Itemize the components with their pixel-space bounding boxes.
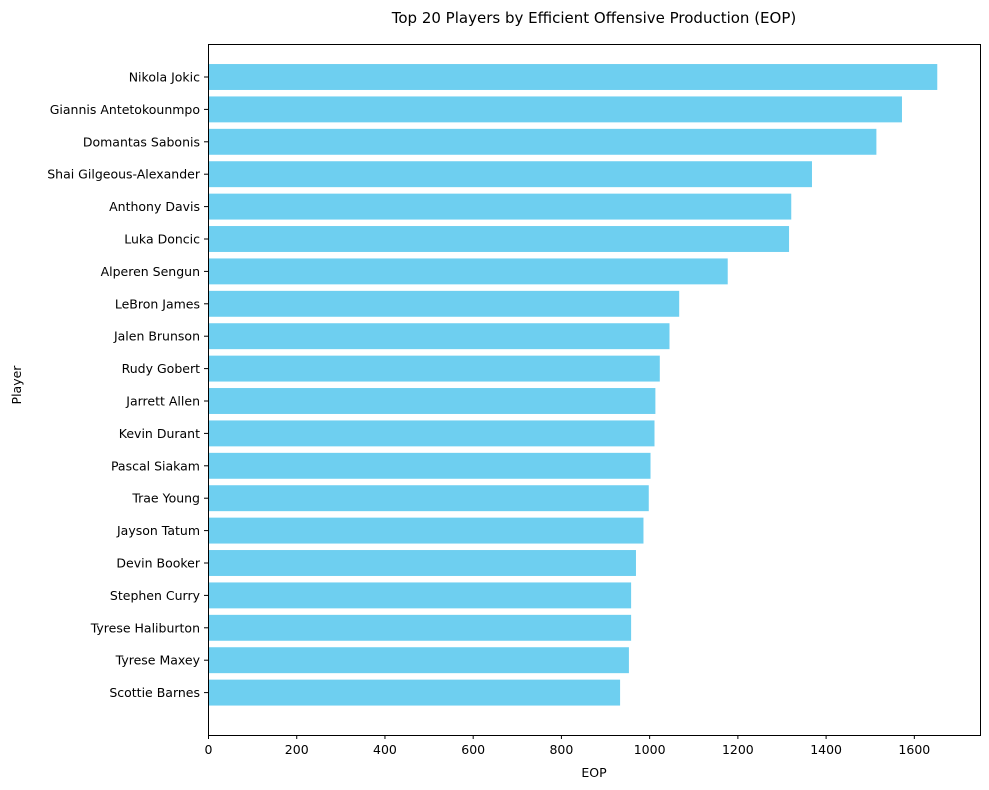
x-axis-title: EOP bbox=[581, 765, 607, 780]
bar bbox=[208, 420, 655, 447]
bar bbox=[208, 582, 632, 609]
y-tick-label: Jarrett Allen bbox=[125, 394, 200, 409]
y-tick-label: Scottie Barnes bbox=[109, 685, 200, 700]
bar bbox=[208, 128, 877, 155]
bar bbox=[208, 485, 649, 512]
bar bbox=[208, 614, 632, 641]
y-tick-label: LeBron James bbox=[115, 296, 200, 311]
bar bbox=[208, 388, 656, 414]
y-tick-label: Kevin Durant bbox=[119, 426, 200, 441]
bar bbox=[208, 226, 790, 252]
x-axis-ticks: 0 200 400 600 800 1000 1200 1400 1600 bbox=[205, 735, 930, 757]
y-tick-label: Tyrese Maxey bbox=[115, 653, 201, 668]
y-tick-label: Anthony Davis bbox=[109, 199, 200, 214]
y-tick-label: Luka Doncic bbox=[124, 232, 200, 247]
y-tick-label: Rudy Gobert bbox=[122, 361, 200, 376]
y-tick-label: Nikola Jokic bbox=[129, 70, 200, 85]
y-tick-label: Jalen Brunson bbox=[113, 329, 200, 344]
bar bbox=[208, 550, 636, 576]
bar bbox=[208, 452, 651, 479]
y-axis-title: Player bbox=[9, 365, 24, 405]
y-tick-label: Stephen Curry bbox=[110, 588, 201, 603]
y-tick-label: Tyrese Haliburton bbox=[90, 620, 200, 635]
bar bbox=[208, 323, 670, 350]
bar bbox=[208, 258, 728, 285]
bar bbox=[208, 193, 792, 220]
x-tick-label: 800 bbox=[549, 742, 573, 757]
x-tick-label: 1400 bbox=[810, 742, 842, 757]
bar bbox=[208, 355, 660, 382]
y-tick-label: Devin Booker bbox=[116, 556, 200, 571]
bar bbox=[208, 290, 680, 317]
plot-frame bbox=[208, 44, 981, 736]
bar bbox=[208, 647, 629, 674]
x-tick-label: 400 bbox=[373, 742, 397, 757]
y-tick-label: Pascal Siakam bbox=[111, 458, 200, 473]
x-tick-label: 1200 bbox=[722, 742, 754, 757]
y-tick-label: Domantas Sabonis bbox=[83, 134, 200, 149]
x-tick-label: 1600 bbox=[898, 742, 930, 757]
y-tick-label: Shai Gilgeous-Alexander bbox=[47, 167, 201, 182]
bar bbox=[208, 161, 812, 188]
y-axis-ticks: Nikola Jokic Giannis Antetokounmpo Domanta… bbox=[47, 70, 208, 700]
bars-group bbox=[208, 64, 938, 706]
x-tick-label: 600 bbox=[461, 742, 485, 757]
bar bbox=[208, 679, 621, 706]
y-tick-label: Jayson Tatum bbox=[116, 523, 200, 538]
chart-title: Top 20 Players by Efficient Offensive Pr… bbox=[391, 9, 796, 27]
bar bbox=[208, 96, 902, 123]
y-tick-label: Giannis Antetokounmpo bbox=[50, 102, 200, 117]
x-tick-label: 0 bbox=[205, 742, 213, 757]
x-tick-label: 200 bbox=[285, 742, 309, 757]
bar bbox=[208, 64, 938, 90]
y-tick-label: Trae Young bbox=[131, 491, 200, 506]
x-tick-label: 1000 bbox=[634, 742, 666, 757]
y-tick-label: Alperen Sengun bbox=[101, 264, 200, 279]
bar bbox=[208, 517, 644, 544]
